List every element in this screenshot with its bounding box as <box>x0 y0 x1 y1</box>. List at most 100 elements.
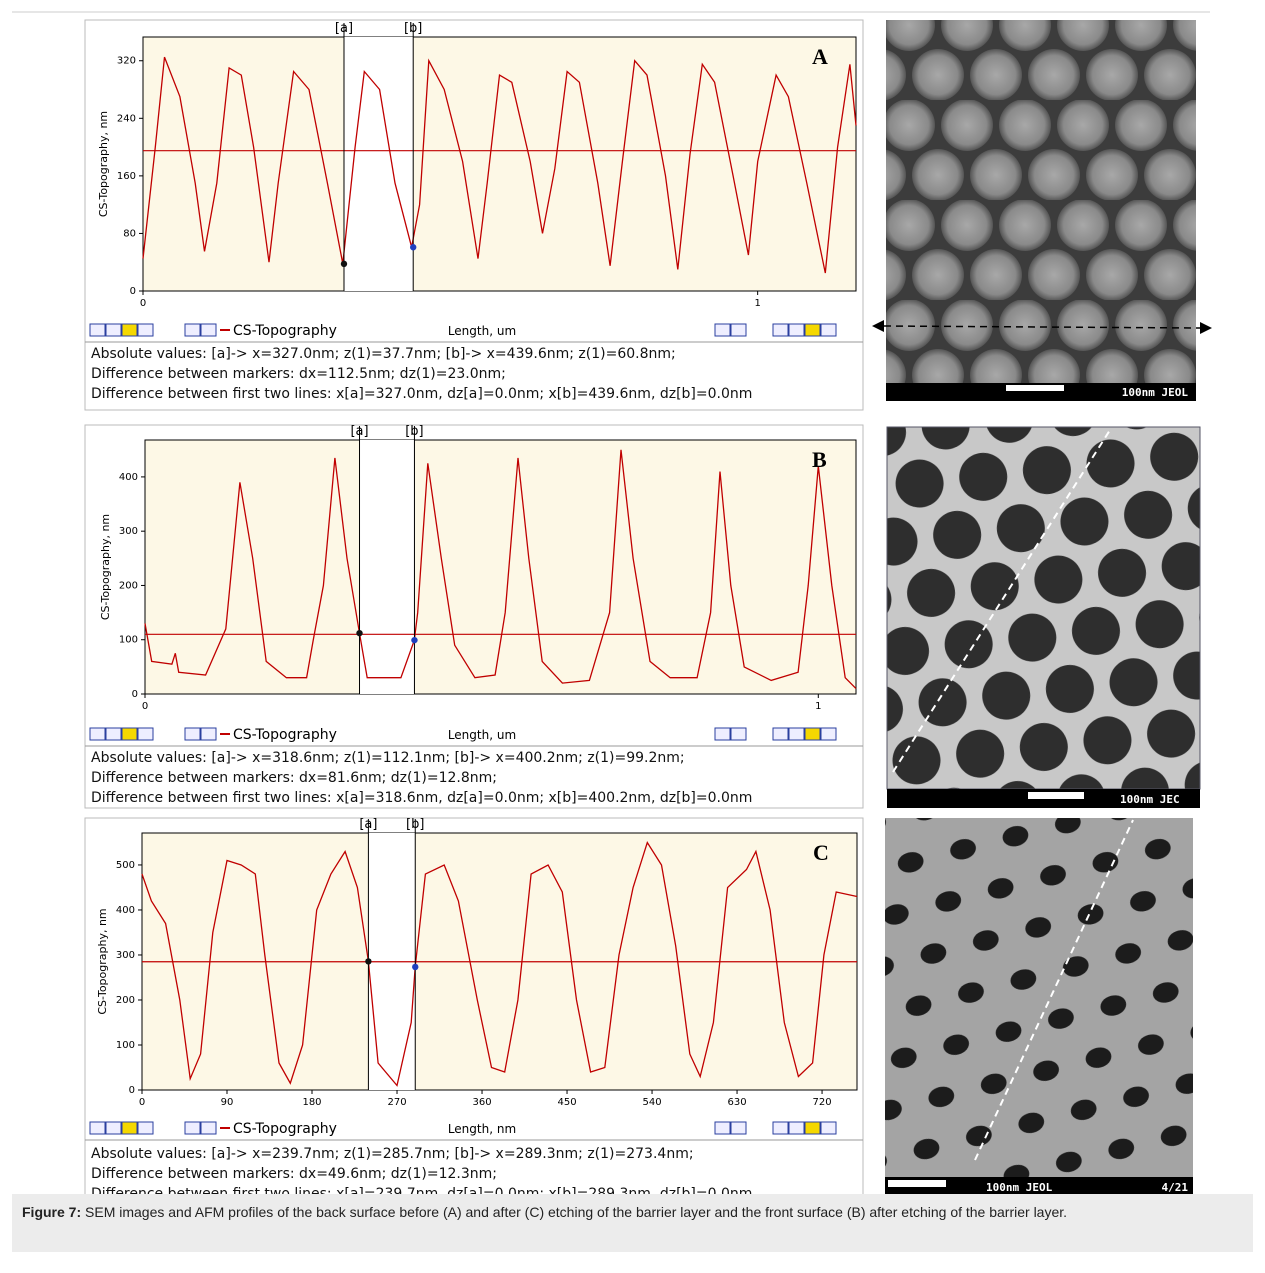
marker-label: [a] <box>335 21 353 36</box>
sem-image <box>886 20 1196 383</box>
marker-band <box>343 37 414 291</box>
toolbar-button <box>820 323 837 337</box>
toolbar-button <box>89 727 106 741</box>
marker-point <box>412 963 419 971</box>
profile-line <box>144 449 857 690</box>
x-tick-label: 1 <box>815 701 821 712</box>
y-axis-label: CS-Topography, nm <box>97 111 110 217</box>
info-line: Difference between first two lines: x[a]… <box>91 386 752 402</box>
toolbar-button <box>121 727 138 741</box>
y-tick-label: 80 <box>123 228 136 239</box>
toolbar-button <box>772 727 789 741</box>
y-tick-label: 240 <box>117 113 136 124</box>
info-line: Absolute values: [a]-> x=318.6nm; z(1)=1… <box>91 750 685 766</box>
x-tick-label: 180 <box>302 1097 321 1108</box>
x-tick-label: 450 <box>557 1097 576 1108</box>
y-tick-label: 100 <box>116 1040 135 1051</box>
y-tick-label: 300 <box>116 950 135 961</box>
scale-bar <box>1028 792 1084 799</box>
legend-label: CS-Topography <box>233 1121 337 1137</box>
toolbar-button <box>804 727 821 741</box>
marker-label: [b] <box>405 424 423 439</box>
x-tick-label: 0 <box>139 1097 145 1108</box>
scale-bar <box>1006 385 1064 391</box>
toolbar-button <box>804 323 821 337</box>
toolbar-button <box>105 323 122 337</box>
profile-line <box>141 840 858 1087</box>
y-tick-label: 0 <box>130 286 136 297</box>
marker-label: [a] <box>359 817 377 832</box>
toolbar-button <box>121 1121 138 1135</box>
y-tick-label: 500 <box>116 860 135 871</box>
y-tick-label: 200 <box>116 995 135 1006</box>
caption-label: Figure 7: <box>22 1204 82 1220</box>
panel-letter: C <box>813 840 829 865</box>
y-tick-label: 300 <box>119 526 138 537</box>
scale-label: 100nm JEC <box>1120 793 1180 806</box>
x-tick-label: 0 <box>140 298 146 309</box>
info-line: Difference between markers: dx=112.5nm; … <box>91 366 506 382</box>
toolbar-button <box>89 1121 106 1135</box>
x-axis-label: Length, nm <box>448 1122 516 1136</box>
toolbar-button <box>200 727 217 741</box>
scale-strip <box>885 1177 1193 1197</box>
y-tick-label: 100 <box>119 635 138 646</box>
x-tick-label: 270 <box>387 1097 406 1108</box>
x-tick-label: 0 <box>142 701 148 712</box>
toolbar-button <box>714 727 731 741</box>
x-tick-label: 1 <box>754 298 760 309</box>
caption: Figure 7: SEM images and AFM profiles of… <box>12 1194 1253 1252</box>
scale-bar <box>888 1180 946 1187</box>
toolbar-button <box>89 323 106 337</box>
marker-label: [b] <box>406 817 424 832</box>
toolbar-button <box>804 1121 821 1135</box>
caption-text: SEM images and AFM profiles of the back … <box>81 1204 1068 1220</box>
y-tick-label: 320 <box>117 56 136 67</box>
y-tick-label: 0 <box>129 1085 135 1096</box>
scale-label: 100nm JEOL <box>1122 386 1189 399</box>
toolbar-button <box>137 1121 154 1135</box>
scale-strip <box>886 383 1196 401</box>
toolbar-button <box>788 727 805 741</box>
sem-image <box>885 818 1193 1177</box>
x-tick-label: 90 <box>221 1097 234 1108</box>
y-axis-label: CS-Topography, nm <box>96 908 109 1014</box>
marker-point <box>356 629 363 637</box>
legend-label: CS-Topography <box>233 727 337 743</box>
x-tick-label: 720 <box>813 1097 832 1108</box>
x-axis-label: Length, um <box>448 728 516 742</box>
toolbar-button <box>820 1121 837 1135</box>
scan-line <box>883 325 1201 329</box>
panel-letter: A <box>812 44 828 69</box>
toolbar-button <box>730 727 747 741</box>
marker-band <box>359 440 415 694</box>
toolbar-button <box>788 1121 805 1135</box>
toolbar-button <box>788 323 805 337</box>
toolbar-button <box>105 727 122 741</box>
legend-label: CS-Topography <box>233 323 337 339</box>
info-line: Difference between first two lines: x[a]… <box>91 790 752 806</box>
x-tick-label: 360 <box>472 1097 491 1108</box>
y-tick-label: 160 <box>117 171 136 182</box>
sem-image <box>886 426 1201 790</box>
y-tick-label: 400 <box>116 905 135 916</box>
toolbar-button <box>137 727 154 741</box>
y-tick-label: 200 <box>119 580 138 591</box>
info-line: Difference between markers: dx=49.6nm; d… <box>91 1166 497 1182</box>
scale-label: 100nm JEOL <box>986 1181 1053 1194</box>
scan-line <box>974 819 1134 1161</box>
y-axis-label: CS-Topography, nm <box>99 514 112 620</box>
toolbar-button <box>121 323 138 337</box>
marker-point <box>340 260 348 268</box>
toolbar-button <box>184 1121 201 1135</box>
panel-letter: B <box>812 447 827 472</box>
toolbar-button <box>730 1121 747 1135</box>
frame-label: 4/21 <box>1162 1181 1189 1194</box>
toolbar-button <box>714 323 731 337</box>
marker-point <box>410 244 417 251</box>
scan-line <box>892 429 1111 773</box>
x-axis-label: Length, um <box>448 324 516 338</box>
marker-point <box>411 636 418 644</box>
profile-line <box>142 56 857 274</box>
